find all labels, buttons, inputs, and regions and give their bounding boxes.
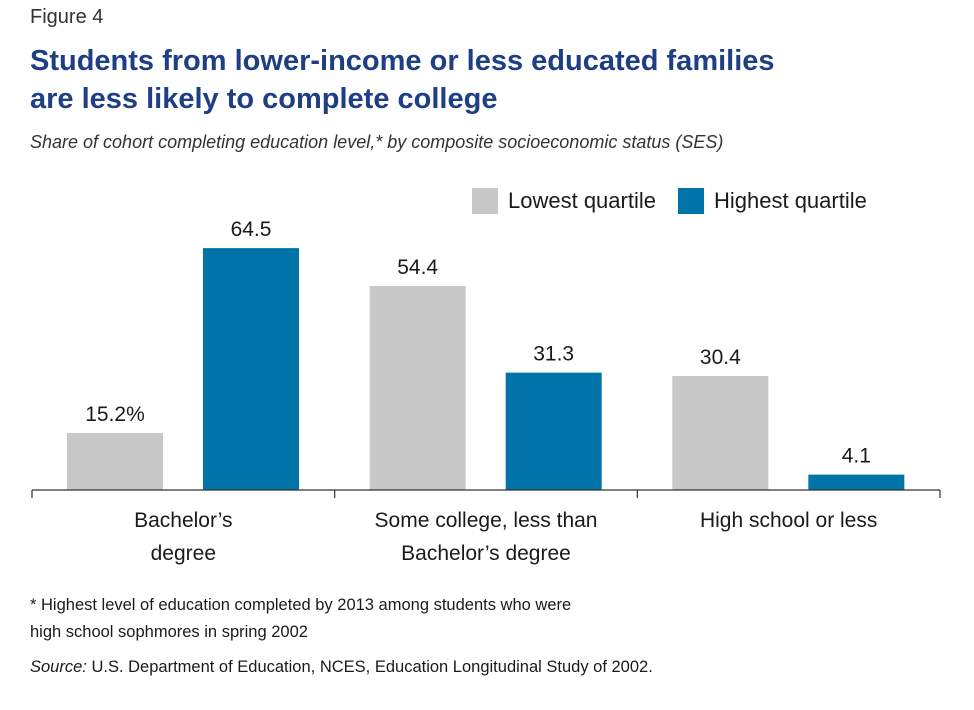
chart-title-line-1: Students from lower-income or less educa… [30,45,775,77]
bar-highest-0 [203,248,299,490]
figure-label: Figure 4 [30,6,104,28]
legend-item-highest: Highest quartile [677,188,867,214]
legend-swatch-highest [677,188,704,214]
category-label-0-line-1: degree [151,542,216,565]
data-label-highest-0: 64.5 [231,218,272,241]
chart-subtitle: Share of cohort completing education lev… [30,132,724,152]
footnote: * Highest level of education completed b… [30,592,790,646]
data-label-lowest-1: 54.4 [397,256,438,279]
bar-highest-2 [808,474,905,490]
bar-chart: 15.2% 64.5 Bachelor’s degree 54.4 31.3 Some co… [31,218,941,565]
legend-label-highest: Highest quartile [713,188,867,213]
legend-swatch-lowest [472,188,498,214]
chart-legend: Lowest quartile Highest quartile [472,188,867,214]
data-label-lowest-0: 15.2% [85,403,145,426]
data-label-highest-2: 4.1 [842,445,871,468]
source-text: U.S. Department of Education, NCES, Educ… [86,658,653,676]
bar-lowest-2 [672,376,769,490]
footnote-line-1: * Highest level of education completed b… [30,596,572,614]
chart-title: Students from lower-income or less educa… [30,42,930,118]
chart-title-line-2: are less likely to complete college [30,83,498,115]
source-label: Source: [30,658,87,676]
category-label-1-line-0: Some college, less than [375,509,598,532]
data-label-lowest-2: 30.4 [700,346,741,369]
legend-item-lowest: Lowest quartile [472,188,656,214]
source-note: Source: U.S. Department of Education, NC… [30,658,653,677]
category-label-2-line-0: High school or less [700,509,877,532]
footnote-line-2: high school sophmores in spring 2002 [30,623,308,641]
data-label-highest-1: 31.3 [533,343,574,366]
bar-lowest-1 [369,286,466,490]
bar-lowest-0 [67,433,163,490]
category-label-1-line-1: Bachelor’s degree [401,542,571,565]
category-label-0-line-0: Bachelor’s [134,509,232,532]
bar-highest-1 [505,372,602,490]
legend-label-lowest: Lowest quartile [508,188,656,213]
